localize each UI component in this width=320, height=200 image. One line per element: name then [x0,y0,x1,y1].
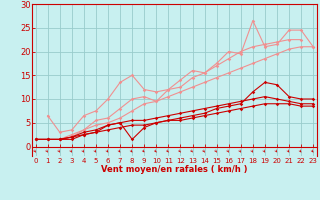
X-axis label: Vent moyen/en rafales ( km/h ): Vent moyen/en rafales ( km/h ) [101,165,248,174]
